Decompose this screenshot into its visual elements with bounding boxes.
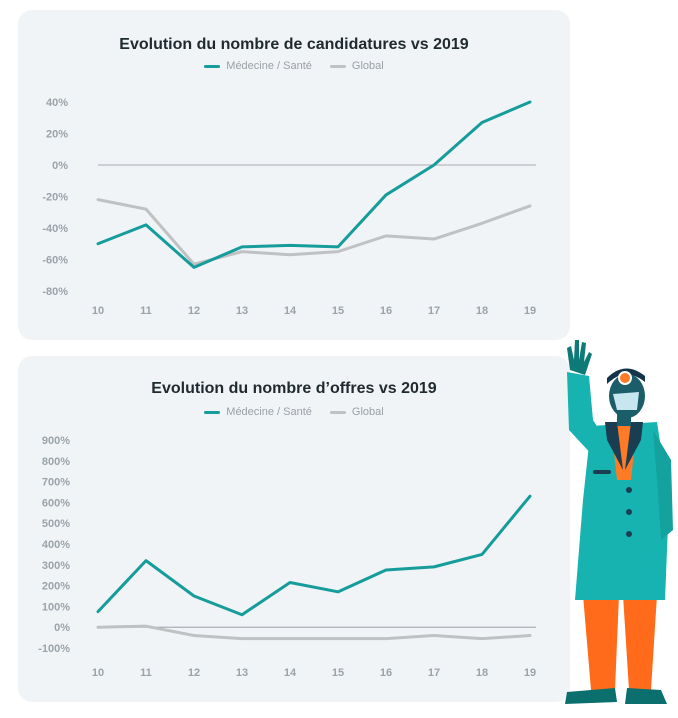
left-shoe-shape (565, 688, 617, 704)
hand-shape (567, 340, 592, 375)
y-tick-label: 400% (42, 539, 70, 551)
y-tick-label: 40% (46, 97, 68, 109)
line-chart-candidatures: 40% 20% 0% -20% -40% -60% -80% 10 11 12 13 14 15 16 17… (42, 97, 536, 317)
y-tick-label: 200% (42, 581, 70, 593)
series-line-global (96, 198, 532, 266)
y-tick-label: 100% (42, 601, 70, 613)
x-tick-label: 13 (236, 305, 248, 317)
x-tick-label: 12 (188, 305, 200, 317)
coat-shape (575, 422, 669, 600)
pocket-shape (593, 470, 611, 474)
y-tick-label: 900% (42, 435, 70, 447)
right-arm-shape (653, 430, 673, 540)
legend-swatch-global (329, 64, 346, 68)
y-tick-label: 800% (42, 456, 70, 468)
y-tick-label: 600% (42, 497, 70, 509)
chart-title: Evolution du nombre d’offres vs 2019 (151, 380, 437, 397)
legend-item-global: Global (329, 60, 384, 72)
legend-label-medecine: Médecine / Santé (226, 60, 312, 72)
y-tick-label: 300% (42, 560, 70, 572)
y-tick-label: 0% (54, 622, 70, 634)
y-tick-label: 20% (46, 129, 68, 141)
x-tick-label: 14 (284, 667, 297, 679)
x-tick-label: 15 (332, 305, 344, 317)
x-tick-label: 18 (476, 305, 488, 317)
legend-item-medecine: Médecine / Santé (204, 60, 312, 72)
y-tick-label: 0% (52, 160, 68, 172)
x-tick-label: 18 (476, 667, 488, 679)
x-tick-label: 13 (236, 667, 248, 679)
mask-shape (613, 392, 639, 410)
legend-item-global: Global (329, 406, 384, 418)
x-tick-label: 11 (140, 667, 152, 679)
legend-label-global: Global (351, 406, 384, 418)
head-mirror-icon (618, 371, 632, 385)
chart-title: Evolution du nombre de candidatures vs 2… (119, 36, 469, 53)
lapel-left-shape (605, 422, 623, 470)
coat-button (626, 509, 632, 515)
y-tick-label: 500% (42, 518, 70, 530)
legend-swatch-global (329, 410, 346, 414)
legend-label-global: Global (351, 60, 384, 72)
series-line-medecine (96, 100, 532, 269)
hair-shape (607, 368, 645, 384)
x-tick-label: 16 (380, 667, 392, 679)
left-leg-shape (583, 595, 619, 690)
legend-swatch-medecine (204, 410, 221, 414)
chart-legend: Médecine / Santé Global (18, 406, 570, 418)
x-tick-label: 16 (380, 305, 392, 317)
chart-panel-offres: Evolution du nombre d’offres vs 2019 Méd… (18, 356, 570, 702)
y-tick-label: -20% (42, 192, 68, 204)
x-tick-label: 12 (188, 667, 200, 679)
line-chart-offres: 900% 800% 700% 600% 500% 400% 300% 200% 100% 0% -1… (38, 435, 536, 679)
x-tick-label: 14 (284, 305, 297, 317)
coat-button (626, 487, 632, 493)
chart-panel-candidatures: Evolution du nombre de candidatures vs 2… (18, 10, 570, 340)
doctor-illustration (565, 340, 673, 704)
x-tick-label: 19 (524, 667, 536, 679)
right-shoe-shape (625, 688, 667, 704)
y-tick-label: -40% (42, 223, 68, 235)
x-tick-label: 17 (428, 305, 440, 317)
y-tick-label: -80% (42, 286, 68, 298)
legend-item-medecine: Médecine / Santé (204, 406, 312, 418)
x-tick-label: 10 (92, 667, 104, 679)
legend-label-medecine: Médecine / Santé (226, 406, 312, 418)
x-tick-label: 11 (140, 305, 152, 317)
x-tick-label: 17 (428, 667, 440, 679)
y-tick-label: 700% (42, 477, 70, 489)
x-tick-label: 15 (332, 667, 344, 679)
x-tick-label: 19 (524, 305, 536, 317)
coat-button (626, 531, 632, 537)
legend-swatch-medecine (204, 64, 221, 68)
chart-legend: Médecine / Santé Global (18, 60, 570, 72)
y-tick-label: -100% (38, 643, 70, 655)
y-tick-label: -60% (42, 255, 68, 267)
series-line-medecine (96, 494, 532, 617)
lapel-right-shape (625, 422, 643, 470)
series-line-global (96, 624, 532, 641)
x-tick-label: 10 (92, 305, 104, 317)
right-leg-shape (623, 595, 657, 690)
